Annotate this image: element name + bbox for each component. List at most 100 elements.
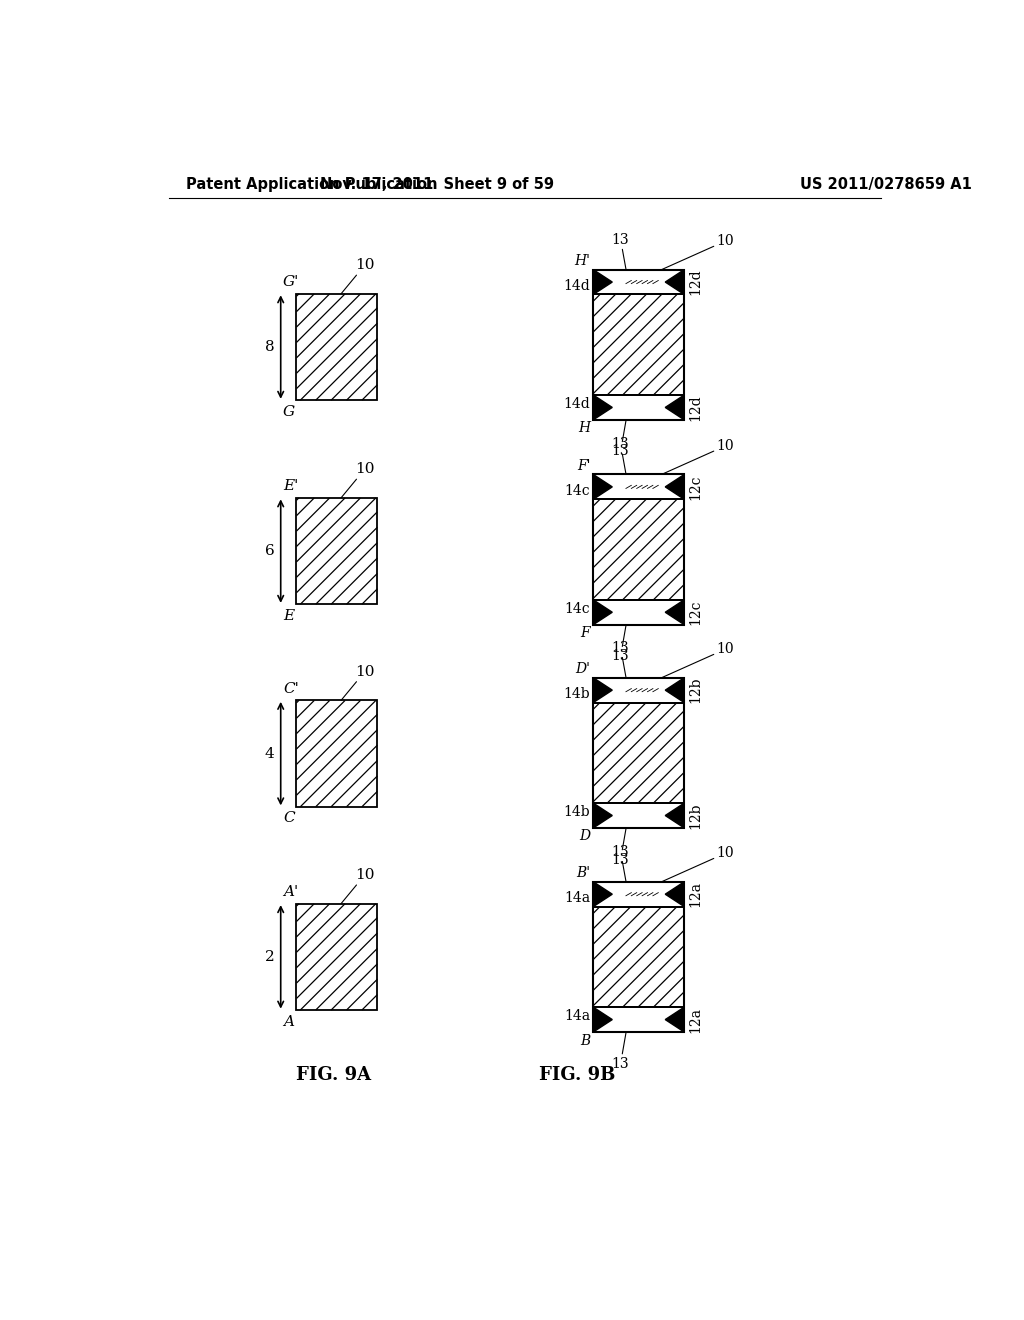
Text: 13: 13 — [611, 615, 630, 663]
Polygon shape — [666, 882, 684, 907]
Text: G: G — [283, 405, 295, 418]
Text: 14c: 14c — [564, 602, 590, 615]
Bar — [593, 474, 684, 499]
Polygon shape — [666, 803, 684, 828]
Text: 6: 6 — [265, 544, 274, 558]
Ellipse shape — [623, 887, 654, 902]
Text: Patent Application Publication: Patent Application Publication — [186, 177, 437, 193]
Text: 12b: 12b — [689, 803, 702, 829]
Text: 10: 10 — [662, 234, 734, 269]
Text: F: F — [581, 626, 590, 640]
Bar — [593, 1007, 684, 1032]
Bar — [593, 882, 684, 1032]
Text: 10: 10 — [341, 462, 375, 498]
Ellipse shape — [623, 1012, 654, 1027]
Text: Nov. 17, 2011  Sheet 9 of 59: Nov. 17, 2011 Sheet 9 of 59 — [321, 177, 554, 193]
Text: 10: 10 — [662, 440, 734, 474]
Text: 13: 13 — [611, 411, 630, 458]
Bar — [297, 294, 378, 400]
Text: 12c: 12c — [689, 474, 702, 500]
Bar — [593, 395, 684, 420]
Text: 10: 10 — [662, 846, 734, 882]
Ellipse shape — [623, 480, 654, 494]
Text: A': A' — [283, 886, 298, 899]
Polygon shape — [593, 599, 612, 624]
Polygon shape — [593, 1007, 612, 1032]
Text: A: A — [283, 1015, 294, 1028]
Text: 13: 13 — [611, 437, 630, 484]
Polygon shape — [593, 677, 612, 702]
Text: E: E — [283, 609, 294, 623]
Text: 13: 13 — [611, 640, 630, 688]
Polygon shape — [666, 269, 684, 294]
Text: 10: 10 — [341, 665, 375, 701]
Bar — [593, 395, 684, 420]
Text: 10: 10 — [662, 643, 734, 677]
Polygon shape — [593, 803, 612, 828]
Text: 10: 10 — [341, 869, 375, 904]
Bar — [593, 677, 684, 702]
Text: FIG. 9A: FIG. 9A — [296, 1067, 372, 1084]
Polygon shape — [666, 1007, 684, 1032]
Text: F': F' — [577, 459, 590, 473]
Text: 13: 13 — [611, 232, 630, 280]
Ellipse shape — [623, 606, 654, 619]
Bar — [593, 882, 684, 907]
Text: H': H' — [574, 255, 590, 268]
Bar — [593, 474, 684, 499]
Bar — [593, 882, 684, 907]
Bar — [297, 701, 378, 807]
Text: 12d: 12d — [689, 395, 702, 421]
Text: 12d: 12d — [689, 269, 702, 296]
Text: C: C — [283, 812, 295, 825]
Bar — [593, 803, 684, 828]
Text: 14a: 14a — [564, 1008, 590, 1023]
Bar — [593, 803, 684, 828]
Polygon shape — [593, 269, 612, 294]
Bar — [297, 904, 378, 1010]
Polygon shape — [593, 474, 612, 499]
Text: 14d: 14d — [563, 397, 590, 411]
Text: 12a: 12a — [689, 882, 702, 907]
Bar — [593, 269, 684, 420]
Polygon shape — [666, 599, 684, 624]
Text: 2: 2 — [265, 950, 274, 964]
Text: D: D — [580, 829, 590, 843]
Text: 12c: 12c — [689, 599, 702, 624]
Bar — [593, 677, 684, 828]
Text: 12a: 12a — [689, 1007, 702, 1032]
Text: B': B' — [577, 866, 590, 880]
Text: 14b: 14b — [563, 686, 590, 701]
Text: 8: 8 — [265, 341, 274, 354]
Bar — [593, 294, 684, 395]
Text: G': G' — [283, 276, 299, 289]
Ellipse shape — [623, 809, 654, 822]
Ellipse shape — [623, 276, 654, 289]
Text: US 2011/0278659 A1: US 2011/0278659 A1 — [801, 177, 973, 193]
Bar — [593, 677, 684, 702]
Text: 13: 13 — [611, 845, 630, 892]
Text: 14b: 14b — [563, 805, 590, 818]
Text: FIG. 9B: FIG. 9B — [539, 1067, 615, 1084]
Ellipse shape — [623, 684, 654, 697]
Text: 12b: 12b — [689, 677, 702, 704]
Bar — [593, 1007, 684, 1032]
Bar — [593, 499, 684, 599]
Text: 14c: 14c — [564, 483, 590, 498]
Polygon shape — [666, 395, 684, 420]
Text: 14d: 14d — [563, 279, 590, 293]
Text: 13: 13 — [611, 818, 630, 866]
Bar — [593, 599, 684, 624]
Bar — [593, 269, 684, 294]
Text: C': C' — [283, 682, 299, 696]
Text: 13: 13 — [611, 1022, 630, 1071]
Text: 4: 4 — [265, 747, 274, 760]
Polygon shape — [593, 395, 612, 420]
Bar — [593, 907, 684, 1007]
Polygon shape — [666, 474, 684, 499]
Polygon shape — [666, 677, 684, 702]
Bar — [593, 474, 684, 624]
Text: 14a: 14a — [564, 891, 590, 906]
Ellipse shape — [623, 400, 654, 414]
Text: B: B — [580, 1034, 590, 1048]
